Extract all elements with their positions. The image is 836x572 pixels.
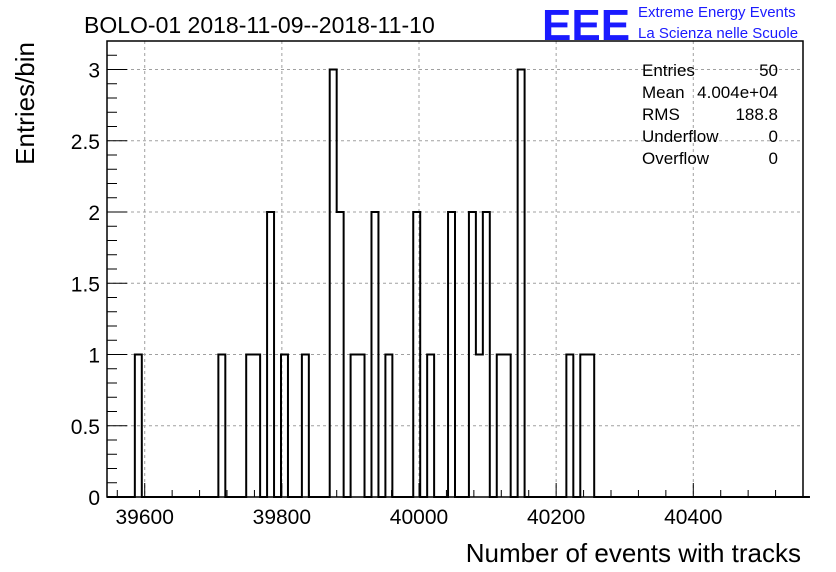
stat-name-underflow: Underflow xyxy=(642,127,719,146)
x-tick-label-0: 39600 xyxy=(116,506,174,529)
y-tick-label-6: 3 xyxy=(88,60,100,83)
y-tick-label-2: 1 xyxy=(88,345,100,368)
chart-title: BOLO-01 2018-11-09--2018-11-10 xyxy=(84,12,435,38)
logo: EEE Extreme Energy Events La Scienza nel… xyxy=(542,1,798,50)
logo-line1: Extreme Energy Events xyxy=(638,4,796,21)
y-tick-label-4: 2 xyxy=(88,202,100,225)
axis-ticks: 39600 39800 40000 40200 40400 0 0.5 1 1.5 2 2.5 3 xyxy=(71,40,804,529)
x-tick-label-4: 40400 xyxy=(664,506,722,529)
stat-value-entries: 50 xyxy=(759,61,778,80)
stat-name-overflow: Overflow xyxy=(642,149,710,168)
y-tick-label-3: 1.5 xyxy=(71,273,100,296)
stat-name-rms: RMS xyxy=(642,105,680,124)
stat-name-mean: Mean xyxy=(642,83,685,102)
logo-letters: EEE xyxy=(542,1,630,50)
x-tick-label-3: 40200 xyxy=(527,506,585,529)
stat-value-underflow: 0 xyxy=(769,127,778,146)
y-tick-label-0: 0 xyxy=(88,487,100,510)
stat-value-mean: 4.004e+04 xyxy=(697,83,778,102)
stat-name-entries: Entries xyxy=(642,61,695,80)
stat-value-rms: 188.8 xyxy=(735,105,778,124)
y-axis-title: Entries/bin xyxy=(10,42,40,165)
y-tick-label-1: 0.5 xyxy=(71,416,100,439)
stats-box: Entries 50 Mean 4.004e+04 RMS 188.8 Unde… xyxy=(642,61,778,168)
logo-line2: La Scienza nelle Scuole xyxy=(638,25,798,42)
x-tick-label-2: 40000 xyxy=(390,506,448,529)
y-tick-label-5: 2.5 xyxy=(71,131,100,154)
stat-value-overflow: 0 xyxy=(769,149,778,168)
x-axis-title: Number of events with tracks xyxy=(466,538,801,568)
x-tick-label-1: 39800 xyxy=(253,506,311,529)
